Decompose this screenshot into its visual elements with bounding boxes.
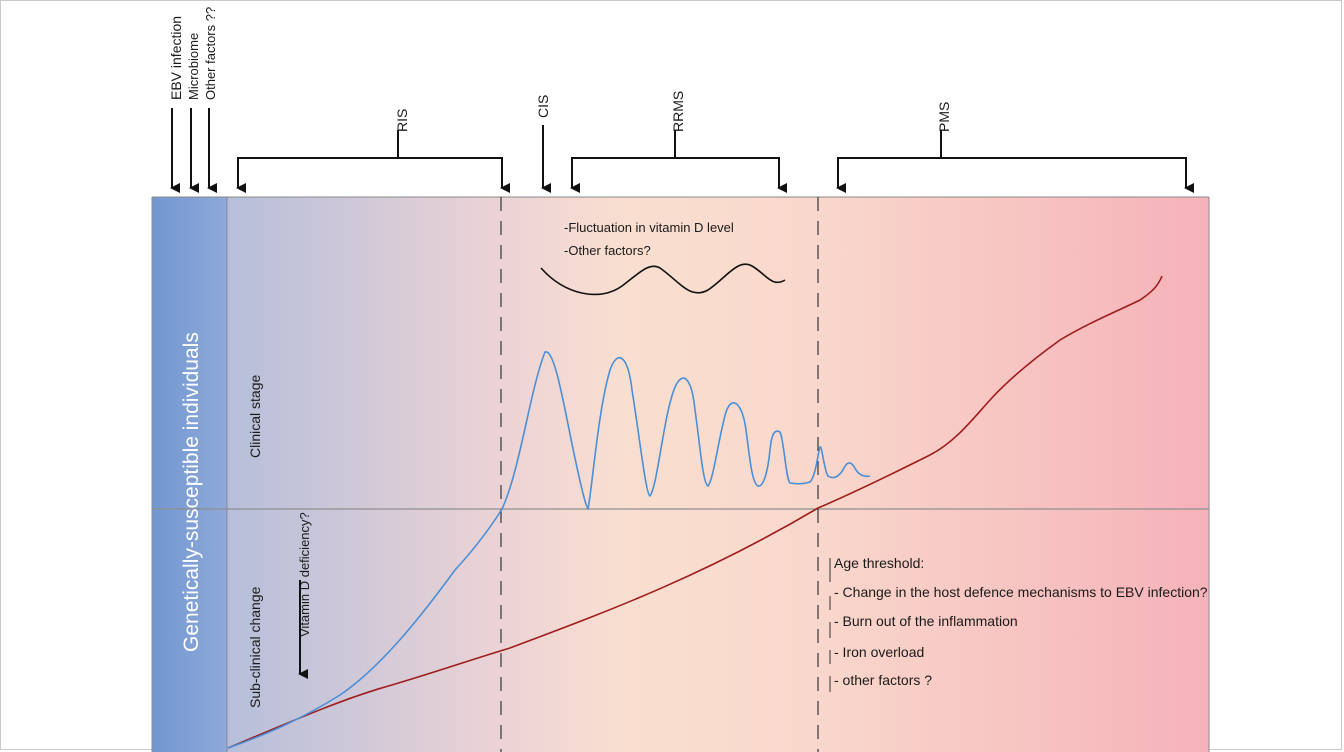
vitamin-d-note-line2: -Other factors?	[564, 243, 651, 258]
other-factors-label: Other factors ??	[203, 7, 218, 100]
vitamin-d-wave	[540, 263, 786, 296]
population-band	[152, 197, 227, 752]
age-threshold-title: Age threshold:	[834, 555, 924, 571]
age-threshold-item-1: - Change in the host defence mechanisms …	[834, 584, 1208, 600]
microbiome-label: Microbiome	[186, 33, 201, 100]
age-threshold-item-4: - other factors ?	[834, 672, 932, 688]
blue-relapse-curve	[227, 351, 871, 749]
ris-bracket	[237, 157, 503, 182]
age-threshold-item-2: - Burn out of the inflammation	[834, 613, 1018, 629]
rrms-label: RRMS	[670, 91, 686, 132]
clinical-stage-label: Clinical stage	[247, 375, 263, 458]
pms-label: PMS	[936, 102, 952, 132]
pms-bracket	[837, 157, 1187, 182]
cis-label: CIS	[535, 95, 551, 118]
vitamin-d-note-line1: -Fluctuation in vitamin D level	[564, 220, 734, 235]
subclinical-label: Sub-clinical change	[247, 586, 263, 708]
ris-label: RIS	[394, 109, 410, 132]
population-label: Genetically-susceptible individuals	[180, 332, 203, 652]
rrms-bracket	[571, 157, 780, 182]
ebv-infection-label: EBV infection	[168, 16, 184, 100]
background-panel	[152, 197, 1209, 752]
age-threshold-item-3: - Iron overload	[834, 644, 924, 660]
red-progression-curve	[227, 275, 1163, 749]
